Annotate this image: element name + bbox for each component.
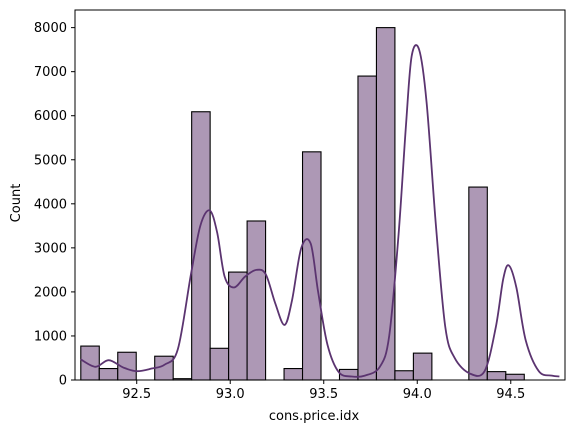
histogram-bar bbox=[412, 352, 433, 381]
y-tick-label: 4000 bbox=[34, 197, 67, 212]
histogram-bar bbox=[283, 367, 304, 381]
histogram-bar bbox=[486, 371, 507, 381]
histogram-bar bbox=[209, 347, 230, 381]
histogram-bar bbox=[98, 367, 119, 381]
x-tick-label: 94.5 bbox=[496, 387, 525, 402]
y-tick-label: 0 bbox=[59, 374, 67, 389]
histogram-bar bbox=[357, 75, 378, 381]
y-tick-label: 3000 bbox=[34, 241, 67, 256]
y-tick-label: 1000 bbox=[34, 329, 67, 344]
x-tick-label: 93.5 bbox=[309, 387, 338, 402]
histogram-bar bbox=[301, 151, 322, 381]
kde-curve bbox=[80, 44, 560, 378]
y-tick-label: 7000 bbox=[34, 65, 67, 80]
histogram-bar bbox=[505, 373, 525, 381]
histogram-bar bbox=[246, 220, 267, 381]
histogram-bar bbox=[375, 27, 396, 381]
x-axis-label: cons.price.idx bbox=[269, 409, 360, 424]
y-tick-label: 5000 bbox=[34, 153, 67, 168]
histogram-bar bbox=[191, 111, 211, 381]
x-tick-label: 92.5 bbox=[122, 387, 151, 402]
plot-frame bbox=[74, 9, 566, 381]
y-axis-label: Count bbox=[9, 184, 24, 223]
axes-layer: 92.5 93.0 93.5 94.0 94.5 0 1000 2000 3000 4000 500… bbox=[34, 9, 566, 402]
y-tick-label: 2000 bbox=[34, 285, 67, 300]
bars-layer bbox=[80, 27, 525, 381]
y-tick-label: 6000 bbox=[34, 109, 67, 124]
kde-layer bbox=[80, 44, 560, 378]
histogram-bar bbox=[394, 370, 414, 381]
histogram-bar bbox=[468, 186, 488, 381]
x-tick-label: 94.0 bbox=[403, 387, 432, 402]
x-tick-label: 93.0 bbox=[216, 387, 245, 402]
histogram-bar bbox=[80, 345, 100, 381]
y-tick-label: 8000 bbox=[34, 21, 67, 36]
histogram-bar bbox=[228, 271, 248, 381]
